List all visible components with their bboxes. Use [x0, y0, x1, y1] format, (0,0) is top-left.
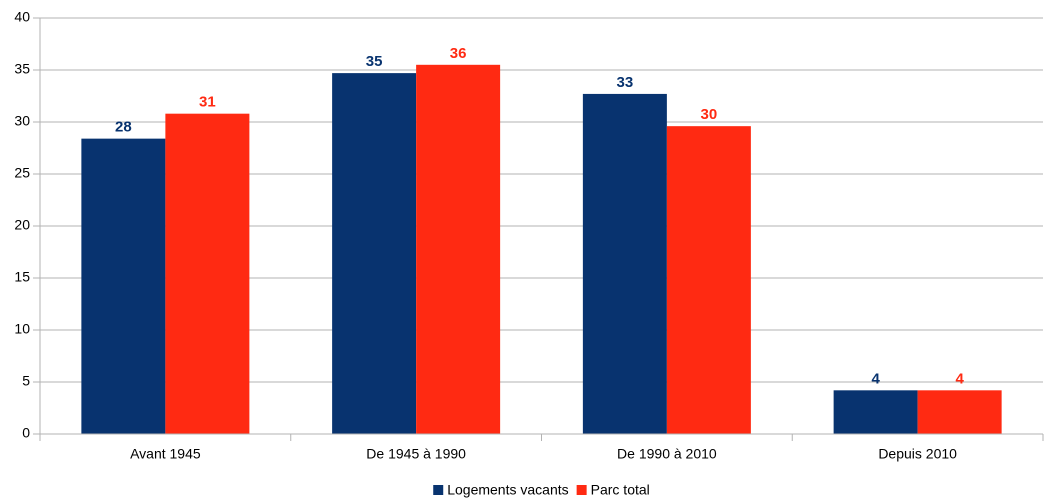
bar — [165, 113, 250, 435]
value-label: 28 — [115, 119, 132, 136]
bar — [332, 73, 417, 435]
bar — [416, 64, 501, 435]
y-tick-label: 15 — [14, 269, 30, 285]
bar — [81, 138, 166, 434]
value-label: 36 — [450, 45, 467, 62]
y-tick-label: 0 — [22, 425, 30, 441]
y-tick-label: 30 — [14, 113, 30, 129]
value-label: 35 — [366, 53, 383, 70]
legend-swatch — [576, 485, 587, 495]
value-label: 4 — [871, 370, 880, 387]
legend-swatch — [433, 485, 444, 495]
legend-label: Logements vacants — [447, 482, 568, 498]
y-tick-label: 25 — [14, 165, 30, 181]
bar — [666, 126, 751, 434]
bar — [582, 93, 667, 435]
y-tick-label: 20 — [14, 217, 30, 233]
legend-label: Parc total — [591, 482, 650, 498]
value-label: 33 — [617, 74, 634, 91]
y-tick-label: 35 — [14, 61, 30, 77]
value-label: 4 — [955, 370, 964, 387]
x-tick-label: Avant 1945 — [130, 446, 201, 462]
bar — [833, 390, 918, 434]
y-tick-label: 40 — [14, 9, 30, 25]
y-tick-label: 10 — [14, 321, 30, 337]
bar — [917, 390, 1002, 434]
y-tick-label: 5 — [22, 373, 30, 389]
x-tick-label: Depuis 2010 — [878, 446, 957, 462]
value-label: 31 — [199, 94, 216, 111]
x-tick-label: De 1990 à 2010 — [617, 446, 717, 462]
value-label: 30 — [701, 106, 718, 123]
x-tick-label: De 1945 à 1990 — [366, 446, 466, 462]
